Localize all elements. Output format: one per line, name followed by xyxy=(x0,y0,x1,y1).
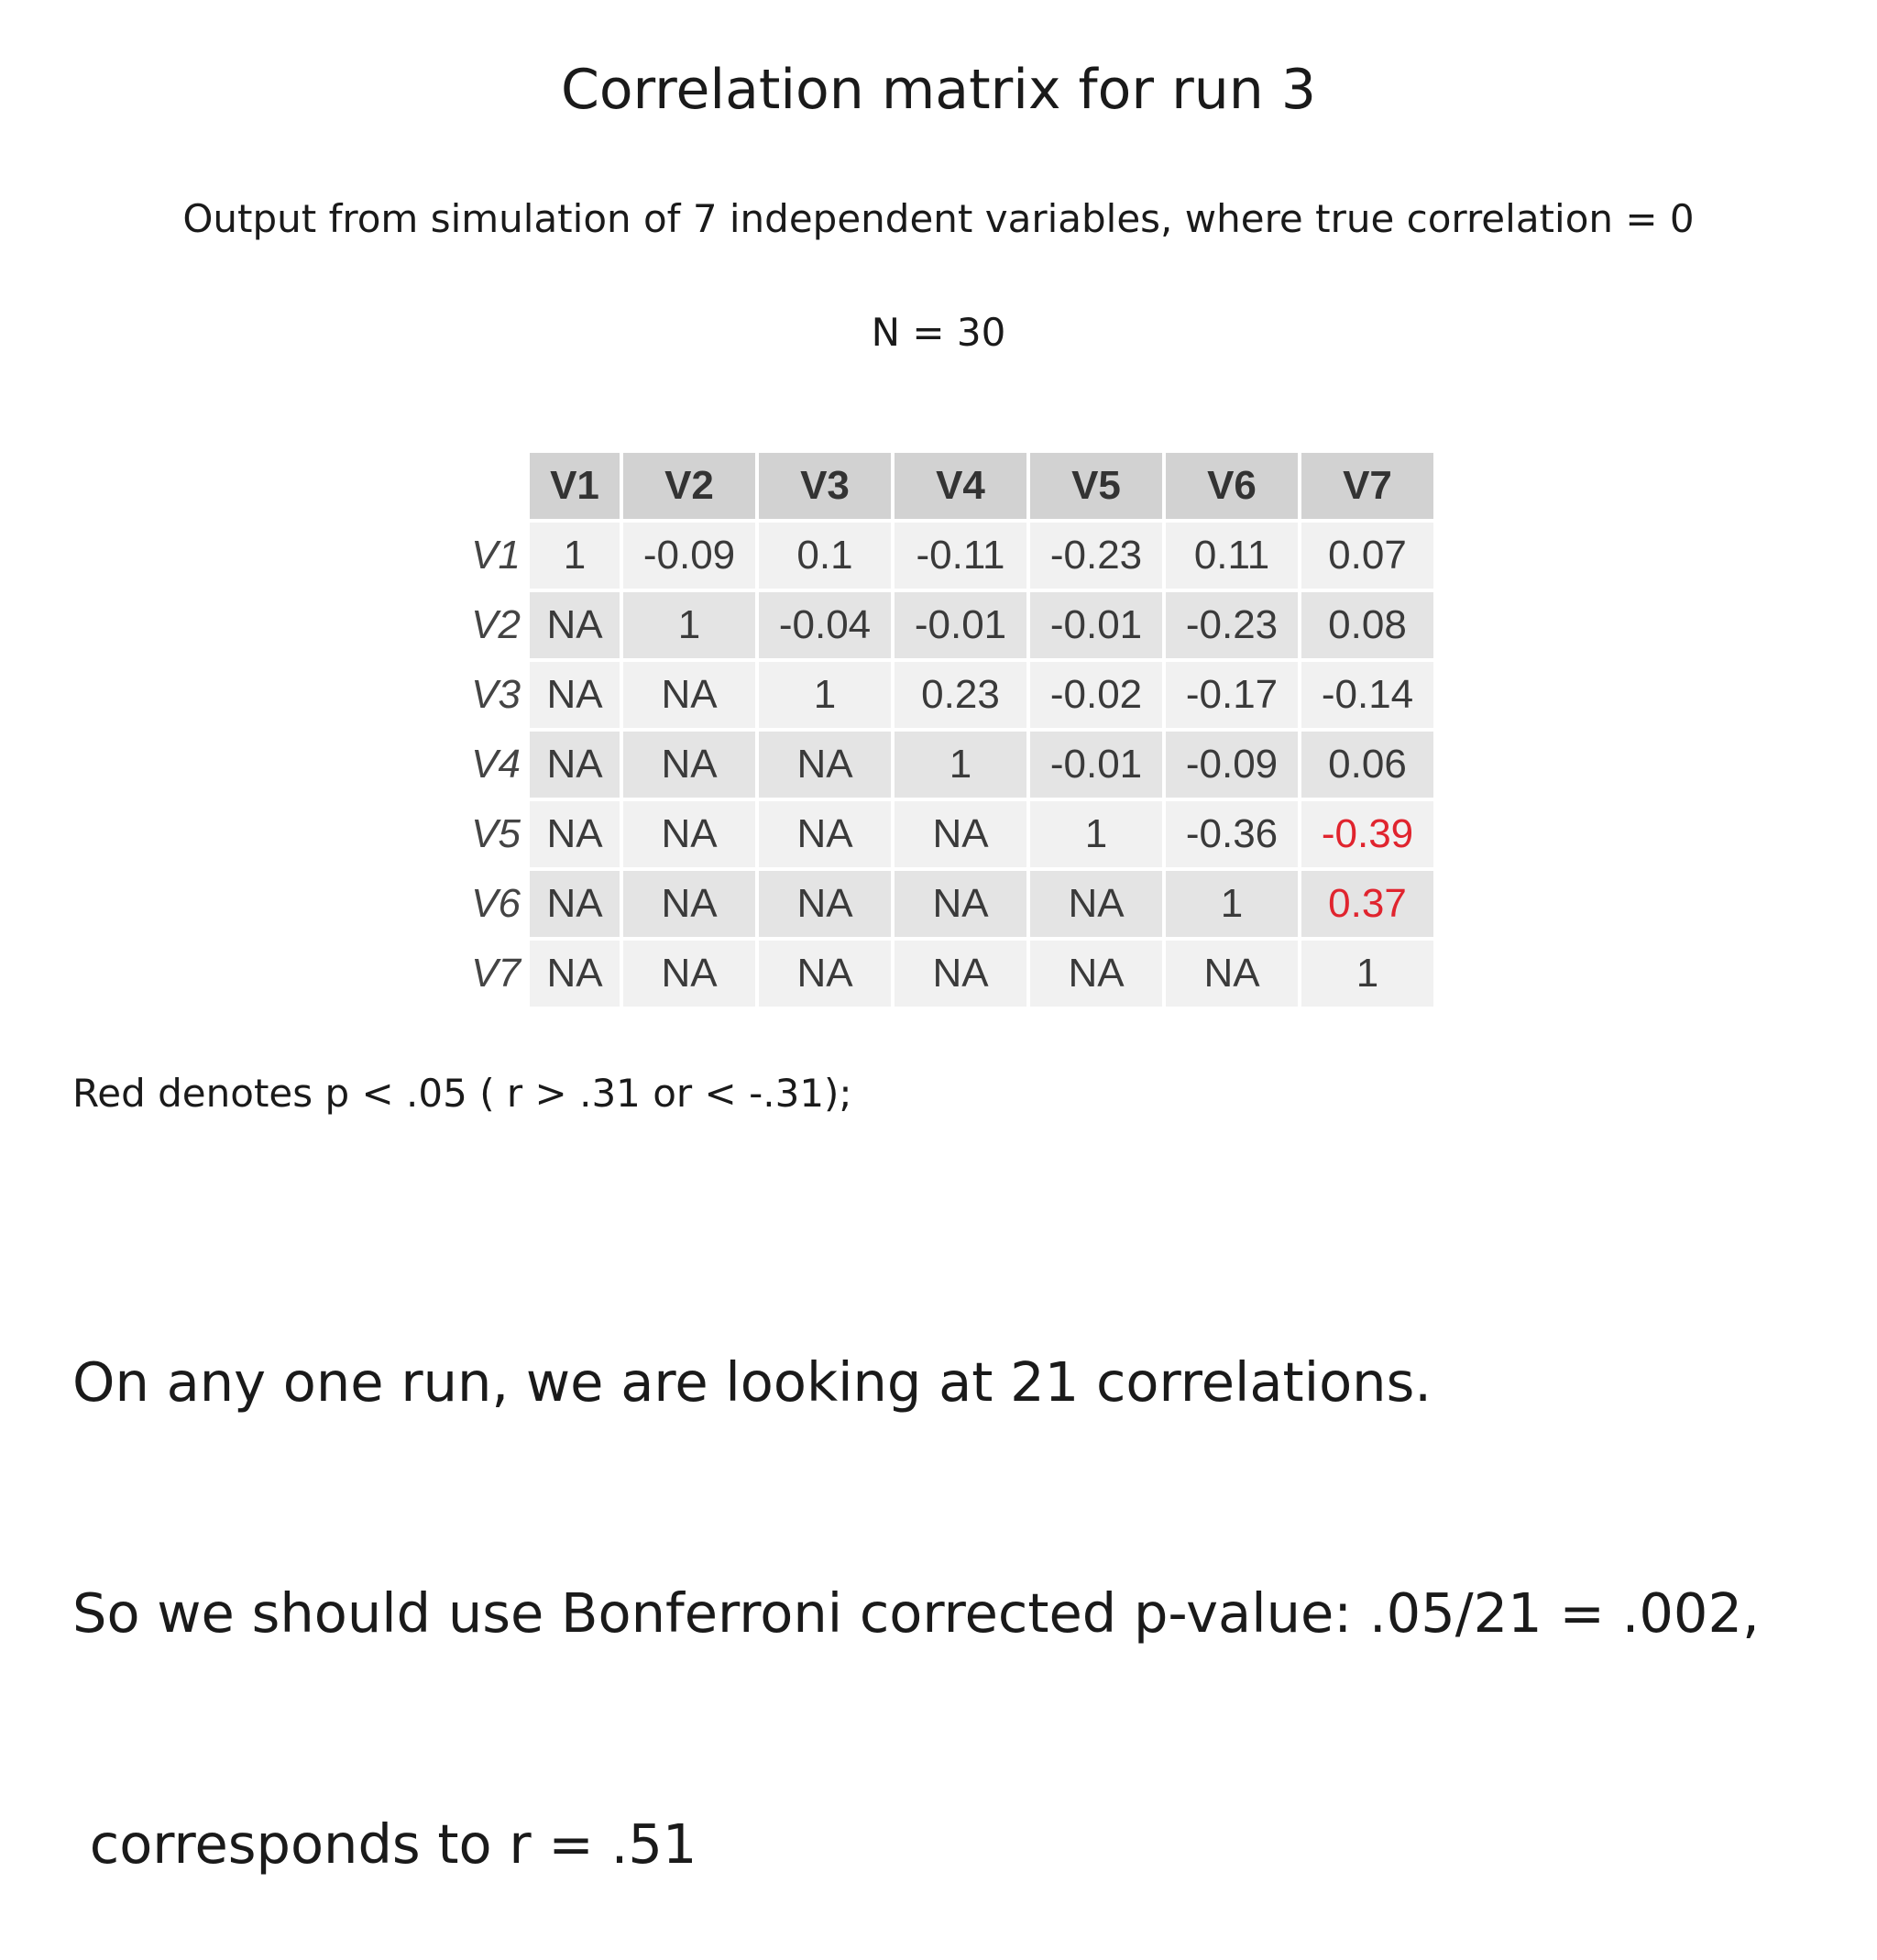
matrix-cell: NA xyxy=(759,801,891,867)
matrix-cell: NA xyxy=(1166,941,1298,1007)
table-row: V2 NA 1 -0.04 -0.01 -0.01 -0.23 0.08 xyxy=(458,592,1433,658)
row-header: V3 xyxy=(471,672,521,717)
matrix-cell: 0.08 xyxy=(1301,592,1433,658)
column-header: V6 xyxy=(1166,453,1298,519)
matrix-cell: NA xyxy=(530,801,620,867)
paragraph-line: On any one run, we are looking at 21 cor… xyxy=(72,1350,1432,1414)
table-row: V3 NA NA 1 0.23 -0.02 -0.17 -0.14 xyxy=(458,662,1433,728)
row-header: V5 xyxy=(471,811,521,856)
column-header: V7 xyxy=(1301,453,1433,519)
matrix-cell: -0.01 xyxy=(895,592,1026,658)
row-header: V6 xyxy=(471,881,521,926)
matrix-cell: 0.06 xyxy=(1301,732,1433,798)
column-header: V5 xyxy=(1030,453,1162,519)
matrix-cell: -0.02 xyxy=(1030,662,1162,728)
matrix-cell: -0.39 xyxy=(1301,801,1433,867)
table-row: V6 NA NA NA NA NA 1 0.37 xyxy=(458,871,1433,937)
table-row: V5 NA NA NA NA 1 -0.36 -0.39 xyxy=(458,801,1433,867)
matrix-cell: -0.01 xyxy=(1030,732,1162,798)
header-row: V1 V2 V3 V4 V5 V6 V7 xyxy=(458,453,1433,519)
matrix-cell: NA xyxy=(530,662,620,728)
column-header: V4 xyxy=(895,453,1026,519)
sample-size: N = 30 xyxy=(871,310,1006,355)
matrix-cell: -0.01 xyxy=(1030,592,1162,658)
significance-note: Red denotes p < .05 ( r > .31 or < -.31)… xyxy=(72,1071,852,1116)
slide-subtitle: Output from simulation of 7 independent … xyxy=(182,196,1695,241)
column-header: V1 xyxy=(530,453,620,519)
matrix-cell: NA xyxy=(530,941,620,1007)
paragraph-line: corresponds to r = .51 xyxy=(72,1812,697,1876)
matrix-cell: NA xyxy=(530,592,620,658)
matrix-cell: NA xyxy=(1030,871,1162,937)
matrix-cell: NA xyxy=(759,941,891,1007)
matrix-cell: 1 xyxy=(1030,801,1162,867)
matrix-cell: -0.09 xyxy=(1166,732,1298,798)
bonferroni-explanation: On any one run, we are looking at 21 cor… xyxy=(72,1190,1760,1960)
matrix-cell: NA xyxy=(530,871,620,937)
matrix-cell: -0.23 xyxy=(1166,592,1298,658)
row-header: V2 xyxy=(471,602,521,647)
slide-title: Correlation matrix for run 3 xyxy=(560,58,1317,122)
corner-cell xyxy=(458,453,526,519)
column-header: V3 xyxy=(759,453,891,519)
matrix-cell: NA xyxy=(623,871,755,937)
matrix-cell: 0.23 xyxy=(895,662,1026,728)
matrix-cell: NA xyxy=(623,662,755,728)
matrix-cell: 1 xyxy=(1166,871,1298,937)
table-row: V7 NA NA NA NA NA NA 1 xyxy=(458,941,1433,1007)
matrix-cell: 1 xyxy=(759,662,891,728)
matrix-cell: 0.11 xyxy=(1166,523,1298,589)
matrix-cell: -0.17 xyxy=(1166,662,1298,728)
matrix-cell: NA xyxy=(759,732,891,798)
matrix-cell: -0.23 xyxy=(1030,523,1162,589)
matrix-cell: NA xyxy=(895,941,1026,1007)
matrix-cell: NA xyxy=(623,732,755,798)
matrix-cell: NA xyxy=(623,801,755,867)
matrix-cell: -0.09 xyxy=(623,523,755,589)
column-header: V2 xyxy=(623,453,755,519)
row-header: V1 xyxy=(471,533,521,578)
matrix-cell: 1 xyxy=(1301,941,1433,1007)
matrix-cell: -0.11 xyxy=(895,523,1026,589)
row-header: V4 xyxy=(471,742,521,787)
row-header: V7 xyxy=(471,951,521,996)
matrix-cell: NA xyxy=(623,941,755,1007)
matrix-cell: 1 xyxy=(623,592,755,658)
matrix-cell: 1 xyxy=(895,732,1026,798)
matrix-cell: -0.04 xyxy=(759,592,891,658)
table-row: V1 1 -0.09 0.1 -0.11 -0.23 0.11 0.07 xyxy=(458,523,1433,589)
paragraph-line: So we should use Bonferroni corrected p-… xyxy=(72,1581,1760,1645)
matrix-cell: NA xyxy=(759,871,891,937)
correlation-matrix: V1 V2 V3 V4 V5 V6 V7 V1 1 -0.09 0.1 -0.11 -0.… xyxy=(455,449,1437,1010)
matrix-cell: 0.1 xyxy=(759,523,891,589)
table-row: V4 NA NA NA 1 -0.01 -0.09 0.06 xyxy=(458,732,1433,798)
matrix-cell: NA xyxy=(895,801,1026,867)
matrix-cell: -0.36 xyxy=(1166,801,1298,867)
matrix-cell: -0.14 xyxy=(1301,662,1433,728)
matrix-cell: NA xyxy=(895,871,1026,937)
matrix-cell: NA xyxy=(530,732,620,798)
matrix-cell: 1 xyxy=(530,523,620,589)
matrix-cell: NA xyxy=(1030,941,1162,1007)
matrix-cell: 0.37 xyxy=(1301,871,1433,937)
matrix-cell: 0.07 xyxy=(1301,523,1433,589)
